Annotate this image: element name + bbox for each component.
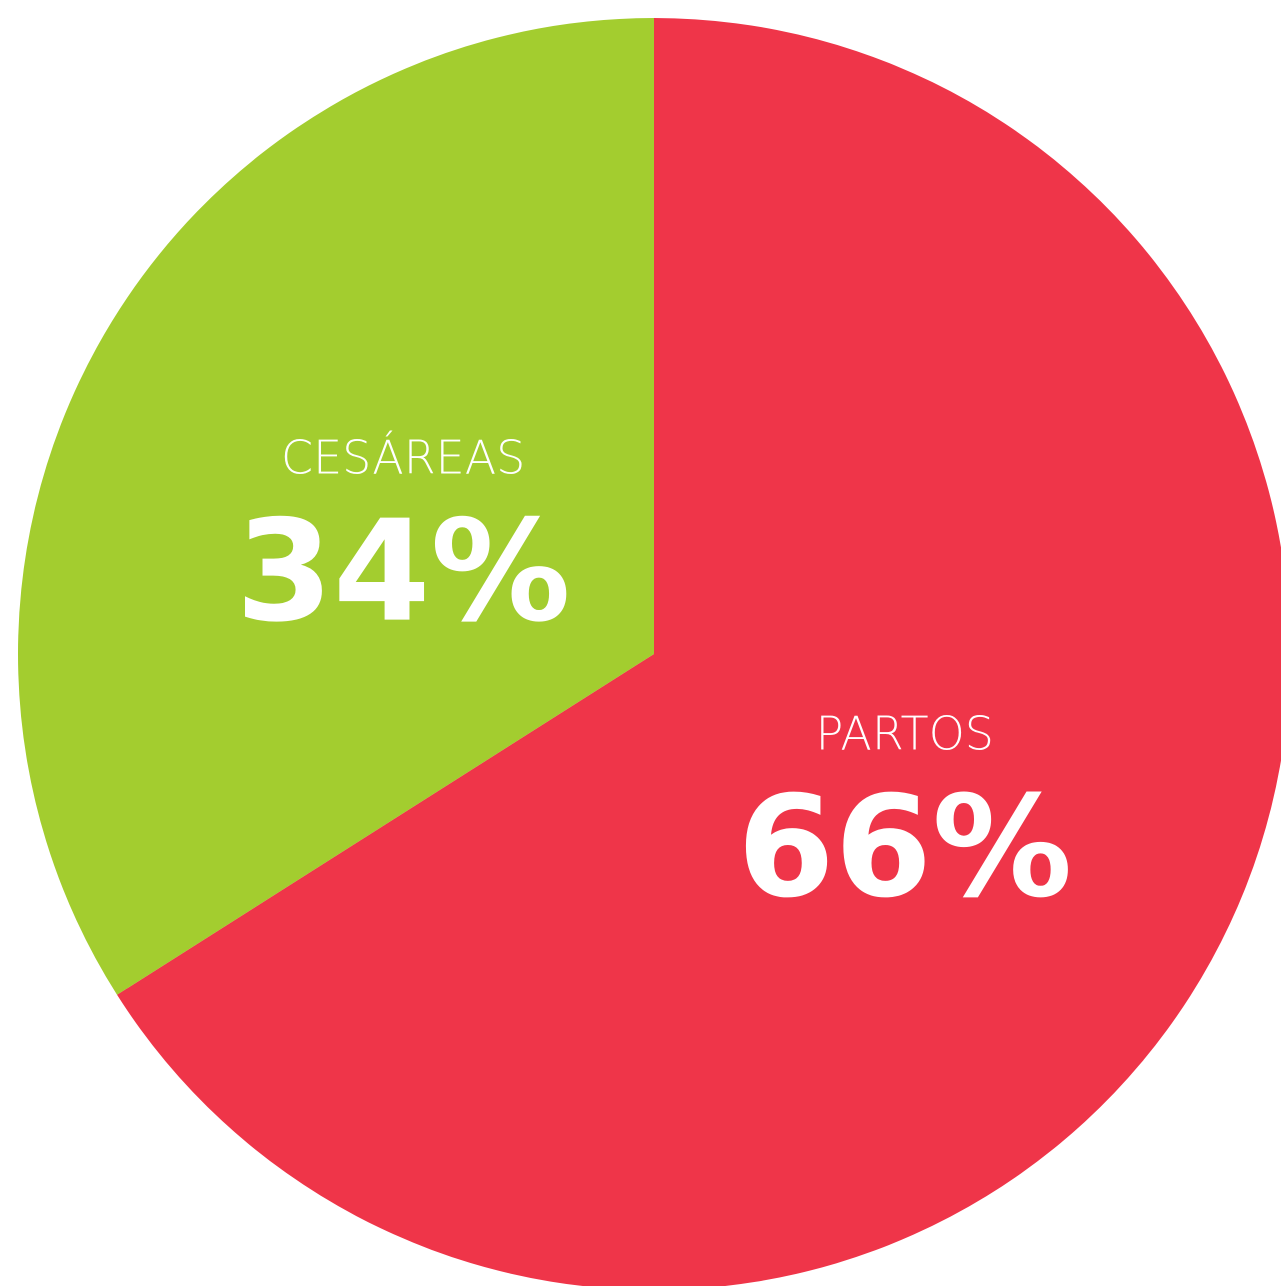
slice-value: 66% (737, 766, 1072, 929)
slice-name: PARTOS (816, 706, 994, 760)
slice-name: CESÁREAS (281, 431, 525, 485)
pie-slice (117, 18, 1281, 1286)
pie-slice (17, 18, 654, 995)
slice-value: 34% (236, 491, 571, 654)
